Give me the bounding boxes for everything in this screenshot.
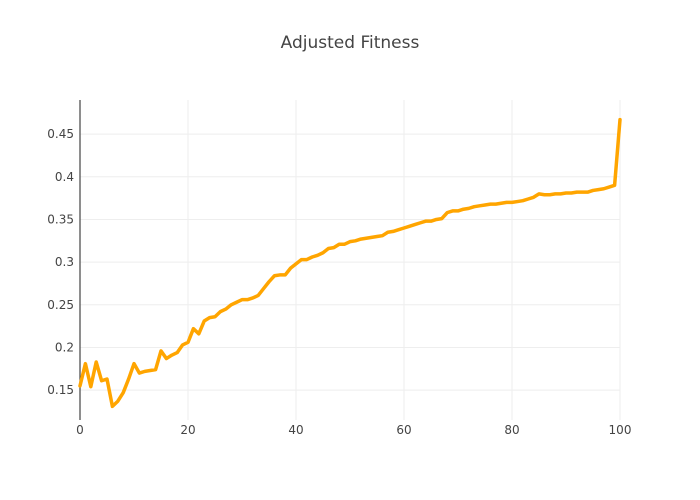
x-tick-label: 0 xyxy=(76,423,84,437)
x-tick-label: 100 xyxy=(609,423,632,437)
series-line-0 xyxy=(78,117,622,409)
y-tick-label: 0.2 xyxy=(55,340,74,354)
y-tick-label: 0.35 xyxy=(47,212,74,226)
chart-title: Adjusted Fitness xyxy=(280,33,420,53)
y-tick-label: 0.3 xyxy=(55,255,74,269)
x-tick-label: 40 xyxy=(288,423,303,437)
x-tick-label: 20 xyxy=(180,423,195,437)
y-tick-label: 0.25 xyxy=(47,298,74,312)
x-tick-label: 80 xyxy=(504,423,519,437)
x-tick-label: 60 xyxy=(396,423,411,437)
y-tick-label: 0.15 xyxy=(47,383,74,397)
series-layer xyxy=(78,117,622,409)
grid-layer xyxy=(80,100,621,420)
y-tick-label: 0.4 xyxy=(55,170,74,184)
tick-label-layer: 0.15 0.2 0.25 0.3 0.35 0.4 0.45 0 20 40 60 80 100 xyxy=(47,127,631,437)
y-tick-label: 0.45 xyxy=(47,127,74,141)
